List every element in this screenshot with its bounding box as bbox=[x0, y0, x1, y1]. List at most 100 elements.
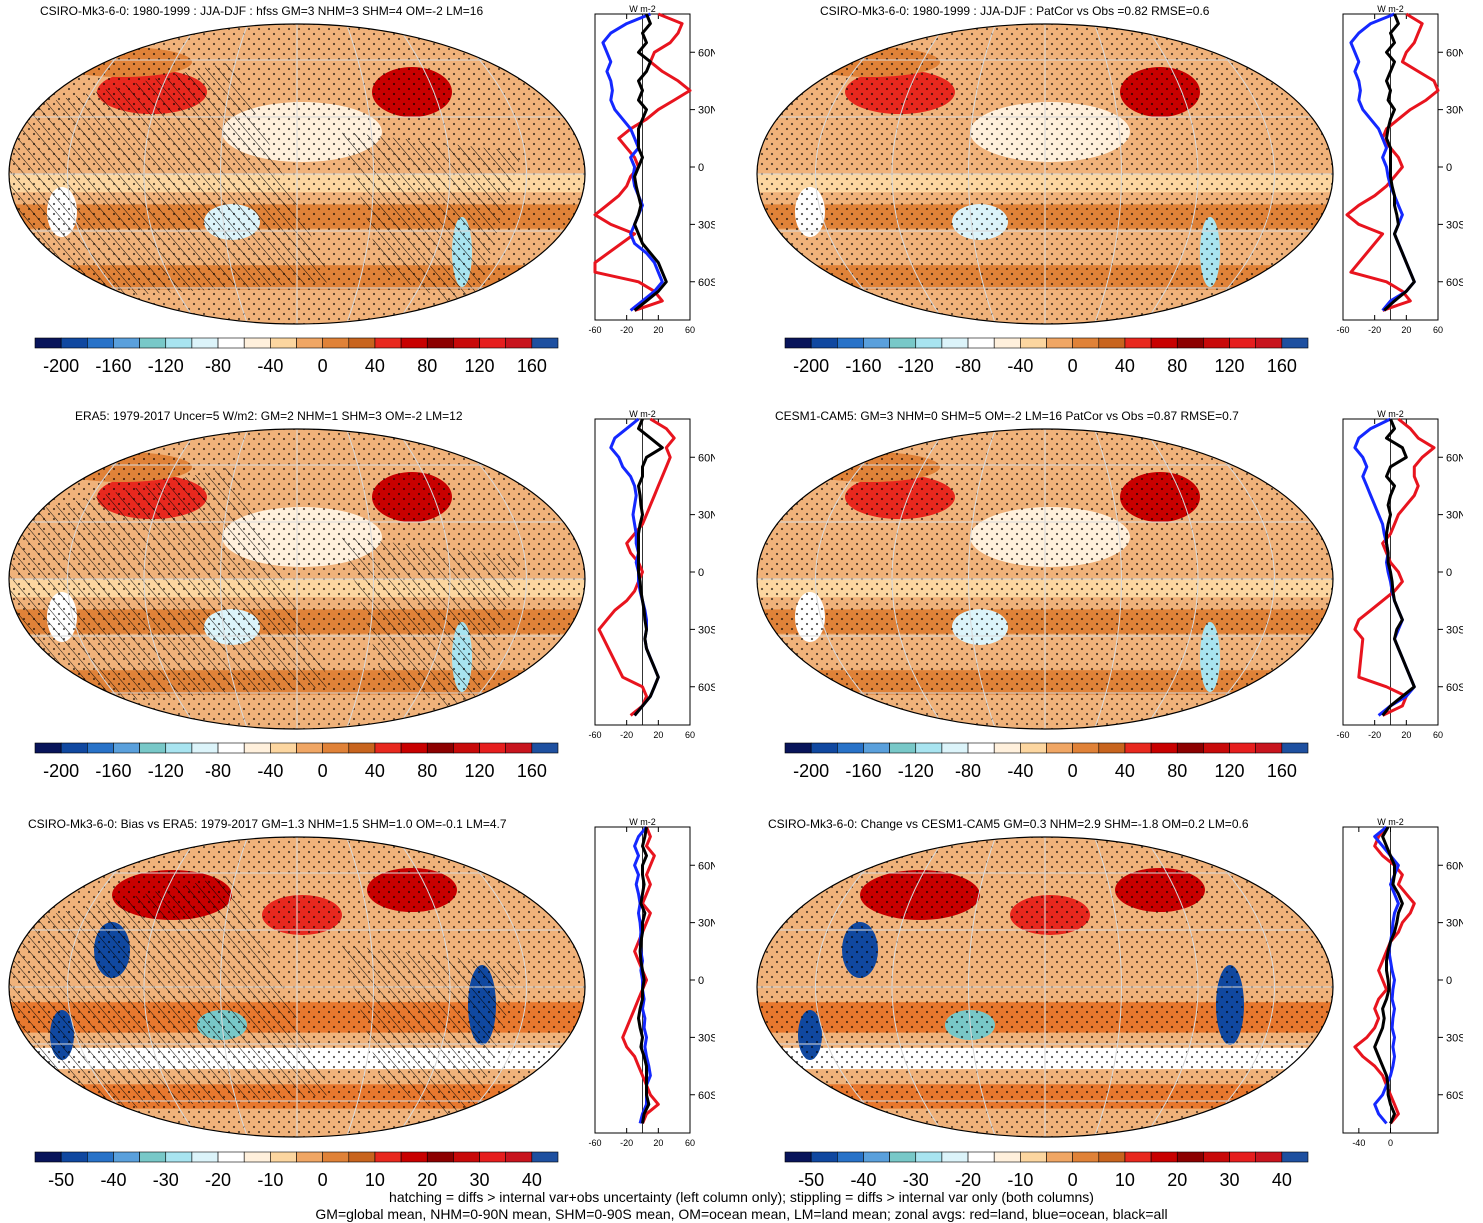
x-tick-label: 20 bbox=[653, 325, 663, 335]
colorbar-label: 40 bbox=[1115, 356, 1135, 376]
colorbar-cell bbox=[217, 337, 245, 349]
colorbar-label: -200 bbox=[43, 761, 79, 781]
graticule-lon bbox=[968, 24, 996, 324]
colorbar-label: -40 bbox=[257, 761, 283, 781]
colorbar-label: -40 bbox=[1007, 761, 1033, 781]
colorbar-cell bbox=[810, 742, 838, 754]
zonal-line-black bbox=[1383, 13, 1416, 312]
graticule-lon bbox=[445, 837, 527, 1137]
lat-tick-label: 60N bbox=[698, 452, 715, 464]
colorbar-cell bbox=[941, 1151, 969, 1163]
zonal-line-blue bbox=[601, 12, 664, 312]
colorbar-cell bbox=[113, 1151, 140, 1163]
zonal-line-red bbox=[1353, 826, 1416, 1125]
colorbar-label: 40 bbox=[522, 1170, 542, 1190]
colorbar-label: -160 bbox=[845, 356, 881, 376]
colorbar-cell bbox=[191, 1151, 219, 1163]
colorbar-cell bbox=[810, 1151, 838, 1163]
colorbar-cell bbox=[270, 337, 297, 349]
zonal-line-black bbox=[637, 826, 651, 1124]
x-tick-label: 60 bbox=[685, 325, 695, 335]
lat-tick-label: 30S bbox=[698, 1032, 715, 1044]
lat-tick-label: 30S bbox=[1446, 624, 1463, 636]
colorbar-cell bbox=[1229, 1151, 1256, 1163]
panel-title-2: CSIRO-Mk3-6-0: 1980-1999 : JJA-DJF : Pat… bbox=[820, 4, 1210, 18]
colorbar-cell bbox=[967, 337, 995, 349]
colorbar-label: -50 bbox=[48, 1170, 74, 1190]
graticule-lon bbox=[1193, 429, 1275, 729]
colorbar-label: 160 bbox=[517, 761, 547, 781]
lat-tick-label: 0 bbox=[1446, 162, 1452, 174]
lat-tick-label: 30N bbox=[698, 510, 715, 522]
lat-tick-label: 60S bbox=[1446, 682, 1463, 694]
colorbar-6: -50-40-30-20-1001020304050 bbox=[784, 1151, 1309, 1190]
colorbar-label: 80 bbox=[417, 761, 437, 781]
lat-tick-label: 60N bbox=[1446, 452, 1463, 464]
x-tick-label: -20 bbox=[620, 325, 633, 335]
graticule-lon bbox=[1094, 429, 1122, 729]
colorbar-label: -20 bbox=[955, 1170, 981, 1190]
colorbar-cell bbox=[889, 1151, 917, 1163]
colorbar-label: 120 bbox=[1215, 761, 1245, 781]
colorbar-cell bbox=[165, 337, 193, 349]
graticule-lon bbox=[968, 837, 996, 1137]
zonal-unit-label: W m-2 bbox=[629, 409, 656, 419]
colorbar-cell bbox=[1281, 742, 1309, 754]
colorbar-cell bbox=[191, 742, 219, 754]
graticule-lon bbox=[143, 24, 199, 324]
graticule-lon bbox=[1193, 24, 1275, 324]
colorbar-cell bbox=[400, 742, 428, 754]
colorbar-cell bbox=[531, 742, 559, 754]
colorbar-cell bbox=[1176, 337, 1204, 349]
lat-tick-label: 60S bbox=[698, 1090, 715, 1102]
zonal-unit-label: W m-2 bbox=[1377, 4, 1404, 14]
x-tick-label: 60 bbox=[1433, 730, 1443, 740]
hatching bbox=[9, 875, 522, 1125]
colorbar-label: 40 bbox=[1115, 761, 1135, 781]
colorbar-cell bbox=[1150, 742, 1178, 754]
lat-tick-label: 30S bbox=[1446, 219, 1463, 231]
colorbar-2: -200-160-120-80-4004080120160200 bbox=[784, 337, 1309, 376]
colorbar-cell bbox=[86, 1151, 114, 1163]
colorbar-label: -10 bbox=[257, 1170, 283, 1190]
colorbar-cell bbox=[34, 742, 62, 754]
lat-tick-label: 30S bbox=[698, 624, 715, 636]
colorbar-label: -200 bbox=[793, 356, 829, 376]
colorbar-cell bbox=[374, 742, 402, 754]
colorbar-cell bbox=[1046, 337, 1073, 349]
map-panel-1 bbox=[8, 23, 586, 325]
lat-tick-label: 60N bbox=[1446, 860, 1463, 872]
colorbar-label: 20 bbox=[1167, 1170, 1187, 1190]
lat-tick-label: 60S bbox=[1446, 1090, 1463, 1102]
zonal-line-red bbox=[1353, 417, 1436, 717]
graticule-lon bbox=[67, 837, 149, 1137]
colorbar-cell bbox=[505, 1151, 533, 1163]
graticule-lon bbox=[891, 24, 947, 324]
colorbar-cell bbox=[1072, 1151, 1100, 1163]
map-frame bbox=[8, 428, 586, 730]
lat-tick-label: 30S bbox=[1446, 1032, 1463, 1044]
colorbar-cell bbox=[426, 742, 454, 754]
map-frame bbox=[756, 836, 1334, 1138]
colorbar-cell bbox=[165, 1151, 193, 1163]
colorbar-cell bbox=[165, 742, 193, 754]
colorbar-label: -200 bbox=[793, 761, 829, 781]
zonal-panel-3: W m-2 60N 30N 0 30S 60S -60 -20 20 60 bbox=[588, 409, 715, 740]
lat-tick-label: 0 bbox=[698, 567, 704, 579]
colorbar-label: 30 bbox=[1220, 1170, 1240, 1190]
colorbar-cell bbox=[941, 742, 969, 754]
zonal-unit-label: W m-2 bbox=[629, 817, 656, 827]
lat-tick-label: 60S bbox=[1446, 277, 1463, 289]
colorbar-label: -20 bbox=[205, 1170, 231, 1190]
colorbar-cell bbox=[1124, 337, 1152, 349]
graticule-lon bbox=[346, 24, 374, 324]
map-frame bbox=[756, 23, 1334, 325]
colorbar-label: 20 bbox=[417, 1170, 437, 1190]
zonal-panel-4: W m-2 60N 30N 0 30S 60S -60 -20 20 60 bbox=[1336, 409, 1463, 740]
lat-tick-label: 30N bbox=[698, 918, 715, 930]
colorbar-cell bbox=[1229, 742, 1256, 754]
colorbar-cell bbox=[60, 337, 88, 349]
colorbar-cell bbox=[531, 337, 559, 349]
map-frame bbox=[756, 428, 1334, 730]
lat-tick-label: 60N bbox=[698, 860, 715, 872]
